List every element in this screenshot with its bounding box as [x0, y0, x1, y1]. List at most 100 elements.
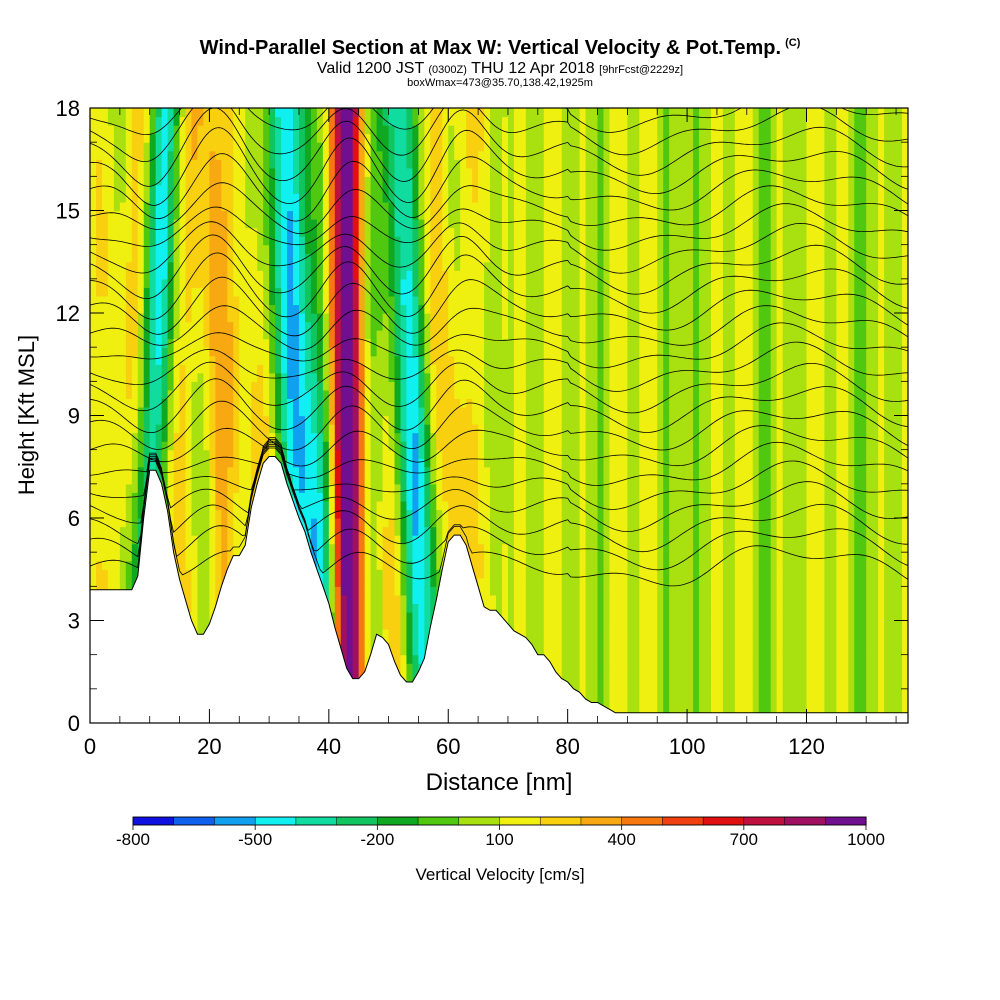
velocity-cell	[125, 176, 133, 186]
velocity-cell	[388, 210, 396, 220]
velocity-cell	[424, 313, 431, 323]
velocity-cell	[496, 133, 503, 143]
velocity-cell	[155, 201, 163, 212]
velocity-cell	[352, 441, 360, 451]
velocity-cell	[400, 142, 408, 152]
velocity-cell	[478, 398, 485, 408]
velocity-cell	[418, 552, 425, 562]
velocity-cell	[179, 116, 187, 126]
velocity-cell	[125, 142, 133, 152]
velocity-cell	[215, 543, 222, 553]
velocity-cell	[155, 142, 163, 152]
velocity-cell	[340, 381, 348, 391]
velocity-cell	[137, 150, 145, 160]
velocity-cell	[496, 176, 503, 186]
velocity-cell	[197, 406, 205, 417]
velocity-cell	[484, 577, 491, 587]
velocity-cell	[221, 287, 228, 297]
velocity-cell	[406, 449, 414, 459]
velocity-cell	[179, 338, 187, 348]
velocity-cell	[388, 167, 396, 177]
velocity-cell	[304, 364, 312, 374]
velocity-cell	[478, 142, 485, 152]
velocity-cell	[251, 184, 258, 195]
velocity-cell	[125, 389, 133, 400]
velocity-cell	[454, 441, 461, 451]
velocity-cell	[179, 432, 187, 442]
velocity-cell	[310, 210, 318, 220]
velocity-cell	[472, 543, 479, 553]
velocity-cell	[125, 150, 133, 160]
velocity-cell	[203, 441, 211, 451]
velocity-cell	[143, 364, 151, 374]
velocity-cell	[466, 295, 473, 306]
velocity-cell	[90, 287, 97, 297]
velocity-cell	[448, 518, 455, 528]
velocity-cell	[298, 432, 306, 442]
velocity-cell	[251, 441, 258, 451]
velocity-cell	[90, 475, 97, 485]
velocity-cell	[304, 441, 312, 451]
velocity-cell	[298, 449, 306, 459]
velocity-cell	[101, 535, 109, 545]
velocity-cell	[173, 142, 181, 152]
velocity-cell	[257, 424, 264, 434]
velocity-cell	[173, 184, 181, 195]
velocity-cell	[209, 526, 216, 536]
velocity-cell	[418, 244, 425, 254]
velocity-cell	[400, 586, 408, 596]
velocity-cell	[185, 347, 193, 357]
velocity-cell	[119, 389, 127, 400]
velocity-cell	[304, 278, 312, 288]
velocity-cell	[490, 108, 497, 118]
velocity-cell	[430, 406, 437, 417]
velocity-cell	[179, 347, 187, 357]
velocity-cell	[119, 475, 127, 485]
velocity-cell	[316, 526, 324, 536]
velocity-cell	[131, 543, 139, 553]
velocity-cell	[484, 372, 491, 382]
velocity-cell	[197, 577, 205, 587]
velocity-cell	[400, 108, 408, 118]
velocity-cell	[149, 227, 157, 237]
velocity-cell	[113, 210, 121, 220]
velocity-cell	[125, 270, 133, 280]
velocity-cell	[167, 108, 175, 118]
velocity-cell	[173, 518, 181, 528]
velocity-cell	[418, 261, 425, 271]
velocity-cell	[233, 108, 240, 118]
velocity-cell	[101, 415, 109, 425]
velocity-cell	[436, 526, 443, 536]
velocity-cell	[185, 415, 193, 425]
velocity-cell	[227, 193, 234, 203]
velocity-cell	[143, 313, 151, 323]
velocity-cell	[143, 219, 151, 229]
velocity-cell	[412, 406, 419, 417]
velocity-cell	[215, 458, 222, 468]
velocity-cell	[436, 389, 443, 400]
velocity-cell	[221, 159, 228, 169]
velocity-cell	[107, 287, 115, 297]
velocity-cell	[185, 424, 193, 434]
velocity-cell	[370, 432, 378, 442]
velocity-cell	[412, 594, 419, 605]
velocity-cell	[442, 261, 449, 271]
velocity-cell	[430, 432, 437, 442]
velocity-cell	[501, 552, 509, 562]
velocity-cell	[466, 535, 473, 545]
velocity-cell	[406, 381, 414, 391]
velocity-cell	[281, 424, 288, 434]
velocity-cell	[293, 347, 300, 357]
velocity-cell	[269, 330, 276, 340]
velocity-cell	[370, 441, 378, 451]
velocity-cell	[185, 458, 193, 468]
velocity-cell	[352, 236, 360, 246]
velocity-cell	[203, 458, 211, 468]
velocity-cell	[107, 535, 115, 545]
velocity-cell	[430, 415, 437, 425]
velocity-cell	[406, 526, 414, 536]
velocity-cell	[251, 236, 258, 246]
velocity-cell	[400, 210, 408, 220]
velocity-cell	[257, 270, 264, 280]
velocity-cell	[406, 543, 414, 553]
